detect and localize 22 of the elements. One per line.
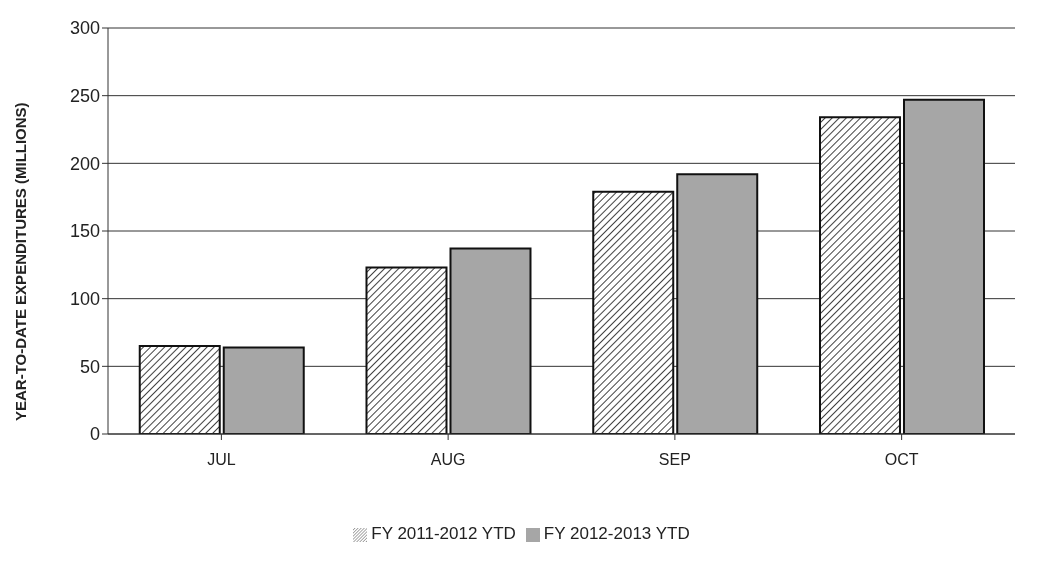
bar	[222, 346, 305, 434]
y-axis-title: YEAR-TO-DATE EXPENDITURES (MILLIONS)	[12, 102, 30, 421]
y-tick-label: 150	[69, 221, 100, 242]
bar	[819, 116, 901, 434]
x-tick-label: JUL	[207, 451, 236, 469]
y-tick-label: 100	[69, 289, 100, 310]
bar	[365, 266, 448, 434]
x-tick-label: OCT	[884, 451, 919, 469]
x-tick-label: AUG	[430, 451, 466, 469]
y-tick-label: 0	[89, 424, 100, 445]
bar	[449, 247, 532, 434]
bar	[676, 173, 759, 434]
bar	[592, 190, 675, 434]
y-tick-label: 250	[69, 86, 100, 107]
bar	[138, 345, 221, 434]
x-tick-label: SEP	[658, 451, 691, 469]
bar	[903, 98, 985, 434]
y-tick-label: 200	[69, 153, 100, 174]
legend-label: FY 2011-2012 YTD	[371, 524, 516, 543]
legend-label: FY 2012-2013 YTD	[543, 524, 690, 543]
y-tick-label: 300	[69, 18, 100, 39]
y-tick-label: 50	[79, 356, 100, 377]
